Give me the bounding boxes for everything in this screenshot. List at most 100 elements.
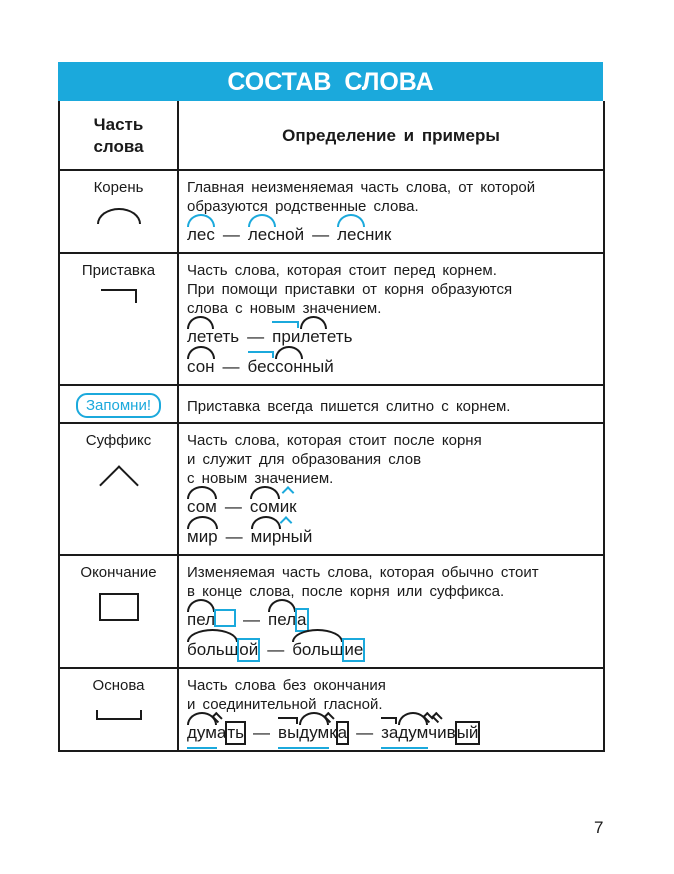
ending-morpheme: ие [342,638,366,662]
example-line: мир — мирный [187,516,595,548]
word-structure-table: Часть слова Определение и примеры Корень… [58,101,605,752]
part-cell: Суффикс [60,424,179,554]
definition-line: Часть слова, которая стоит после корня [187,432,482,449]
root-morpheme: мир [250,516,282,546]
root-morpheme: больш [187,629,239,659]
root-morpheme: больш [292,629,344,659]
plain-morpheme: ный [302,357,334,376]
example-word: сон [187,346,215,378]
remember-badge: Запомни! [75,393,161,418]
plain-morpheme: еть [213,327,240,346]
prefix-morpheme: вы [278,717,300,749]
row-ending: Окончание Изменяемая часть слова, которая… [60,554,603,667]
remember-row: Запомни! Приставка всегда пишется слитно … [60,384,603,422]
root-morpheme: сом [187,486,217,516]
example-word: лесник [337,214,392,246]
suffix-morpheme: а [216,723,227,742]
definition-cell: Часть слова без окончания и соединительно… [179,669,603,750]
definition-line: с новым значением. [187,470,334,487]
plain-morpheme: еть [326,327,353,346]
root-morpheme: лес [247,214,276,244]
part-name: Окончание [80,564,157,581]
part-cell: Окончание [60,556,179,667]
example-line: лес — лесной — лесник [187,214,595,246]
example-word: лесной [247,214,305,246]
suffix-morpheme: н [281,527,291,546]
example-word: лететь [187,316,240,348]
ending-morpheme: а [294,608,309,632]
ending-morpheme: ть [225,721,247,745]
row-prefix: Приставка Часть слова, которая стоит пере… [60,252,603,384]
dash: — [222,357,240,376]
definition-line: Часть слова без окончания [187,677,386,694]
definition-line: и соединительной гласной. [187,696,383,713]
root-morpheme: лет [300,316,327,346]
root-morpheme: пел [187,599,216,629]
root-morpheme: лес [187,214,215,244]
example-word: прилететь [272,316,353,348]
suffix-symbol-icon [98,465,139,505]
root-morpheme: дум [187,712,217,749]
root-morpheme: сон [275,346,303,376]
example-line: сом — сомик [187,486,595,518]
dash: — [224,497,242,516]
example-line: большой — большие [187,629,595,662]
plain-morpheme: ной [275,225,305,244]
root-morpheme: мир [187,516,218,546]
ending-morpheme: ый [454,721,481,745]
suffix-morpheme: ик [279,497,297,516]
definition-cell: Главная неизменяемая часть слова, от кот… [179,171,603,252]
example-word: мир [187,516,218,548]
plain-morpheme: ый [290,527,313,546]
definition-line: и служит для образования слов [187,451,422,468]
example-line: сон — бессонный [187,346,595,378]
header-part: Часть слова [60,101,179,169]
definition-line: в конце слова, после корня или суффикса. [187,583,505,600]
dash: — [225,527,243,546]
remember-text: Приставка всегда пишется слитно с корнем… [187,398,511,415]
dash: — [243,610,261,629]
dash: — [356,723,374,742]
stem-symbol-icon [95,710,142,720]
example-word: лес [187,214,215,246]
definition-line: Часть слова, которая стоит перед корнем. [187,262,497,279]
prefix-morpheme: за [381,717,399,749]
definition-line: Главная неизменяемая часть слова, от кот… [187,179,536,196]
root-symbol-icon [96,208,141,224]
example-word: пела [268,599,309,632]
part-name: Основа [92,677,145,694]
root-morpheme: лес [337,214,365,244]
definition-line: При помощи приставки от корня образуются [187,281,513,298]
example-word: мирный [250,516,313,548]
plain-morpheme: ник [364,225,392,244]
ending-symbol-icon [98,593,139,621]
prefix-morpheme: при [272,321,301,346]
root-morpheme: лет [187,316,214,346]
part-name: Суффикс [85,432,152,449]
example-word: большой [187,629,261,662]
part-cell: Приставка [60,254,179,384]
definition-cell: Часть слова, которая стоит после корня и … [179,424,603,554]
root-morpheme: сон [187,346,215,376]
example-word: задумчивый [381,712,481,749]
ending-morpheme [214,609,237,627]
root-morpheme: пел [268,599,297,629]
root-morpheme: сом [249,486,280,516]
example-word: бессонный [247,346,334,378]
suffix-morpheme: ч [428,723,438,742]
example-word: сом [187,486,217,518]
page-number: 7 [594,818,604,837]
ending-morpheme: а [335,721,350,745]
dash: — [267,640,285,659]
row-suffix: Суффикс Часть слова, которая стоит после … [60,422,603,554]
root-morpheme: дум [299,712,330,749]
example-word: пел [187,599,237,631]
dash: — [222,225,240,244]
prefix-morpheme: бес [247,351,276,376]
suffix-morpheme: к [329,723,337,742]
remember-cell: Запомни! [60,386,179,422]
row-stem: Основа Часть слова без окончания и соедини… [60,667,603,750]
header-definition: Определение и примеры [282,125,500,145]
row-root: Корень Главная неизменяемая часть слова, … [60,169,603,252]
part-name: Приставка [81,262,156,279]
